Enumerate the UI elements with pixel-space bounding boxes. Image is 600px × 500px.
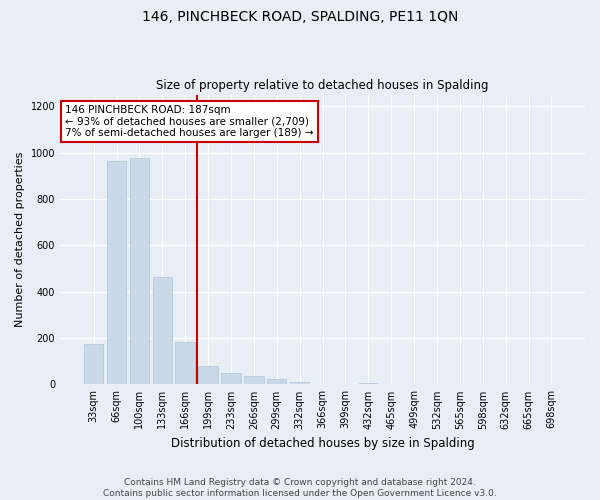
- Bar: [152, 276, 172, 384]
- X-axis label: Distribution of detached houses by size in Spalding: Distribution of detached houses by size …: [170, 437, 475, 450]
- Text: 146, PINCHBECK ROAD, SPALDING, PE11 1QN: 146, PINCHBECK ROAD, SPALDING, PE11 1QN: [142, 10, 458, 24]
- Bar: [290, 382, 310, 384]
- Bar: [107, 160, 126, 384]
- Bar: [267, 378, 286, 384]
- Bar: [244, 376, 263, 384]
- Text: 146 PINCHBECK ROAD: 187sqm
← 93% of detached houses are smaller (2,709)
7% of se: 146 PINCHBECK ROAD: 187sqm ← 93% of deta…: [65, 104, 314, 138]
- Bar: [221, 374, 241, 384]
- Title: Size of property relative to detached houses in Spalding: Size of property relative to detached ho…: [156, 79, 489, 92]
- Bar: [199, 366, 218, 384]
- Text: Contains HM Land Registry data © Crown copyright and database right 2024.
Contai: Contains HM Land Registry data © Crown c…: [103, 478, 497, 498]
- Bar: [130, 158, 149, 384]
- Bar: [175, 342, 195, 384]
- Bar: [84, 344, 103, 385]
- Bar: [359, 382, 378, 384]
- Y-axis label: Number of detached properties: Number of detached properties: [15, 152, 25, 327]
